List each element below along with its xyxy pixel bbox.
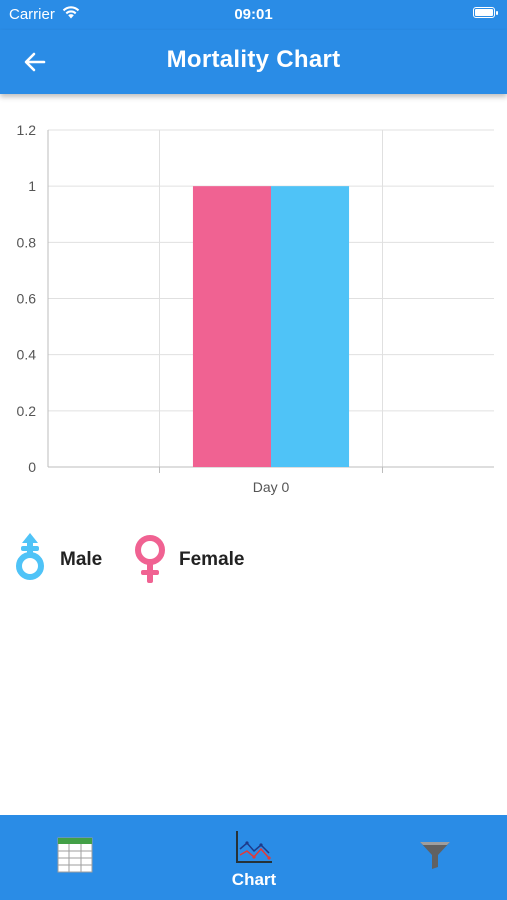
clock: 09:01 xyxy=(234,6,273,23)
battery-icon xyxy=(473,7,498,18)
y-tick-label: 1 xyxy=(28,178,36,194)
y-tick-label: 0.8 xyxy=(17,234,37,250)
table-icon xyxy=(57,837,93,873)
legend-item-female: Female xyxy=(132,532,272,588)
app-bar: Mortality Chart xyxy=(0,30,507,94)
mortality-bar-chart: 0 0.2 0.4 0.6 0.8 1 1.2 Day 0 xyxy=(17,122,494,495)
carrier-label: Carrier xyxy=(9,6,55,23)
wifi-icon xyxy=(62,6,80,19)
page-title: Mortality Chart xyxy=(166,46,341,73)
nav-tab-chart-label: Chart xyxy=(231,870,277,889)
legend-label-female: Female xyxy=(179,549,245,570)
y-tick-label: 0.4 xyxy=(17,347,37,363)
legend-item-male: Male xyxy=(12,532,122,588)
filter-icon xyxy=(420,842,450,869)
status-bar: Carrier 09:01 xyxy=(0,0,507,30)
nav-tab-table[interactable] xyxy=(20,815,130,900)
nav-tab-filter[interactable] xyxy=(380,815,490,900)
male-symbol-icon xyxy=(16,533,44,580)
bar-male-0 xyxy=(271,186,350,467)
bottom-nav: Chart xyxy=(0,815,507,900)
x-tick-label: Day 0 xyxy=(253,479,290,495)
y-tick-label: 0 xyxy=(28,459,36,475)
bar-female-0 xyxy=(192,186,271,467)
y-tick-label: 0.2 xyxy=(17,403,37,419)
y-tick-label: 0.6 xyxy=(17,291,37,307)
line-chart-icon xyxy=(236,831,272,863)
female-symbol-icon xyxy=(135,535,165,583)
legend-label-male: Male xyxy=(60,549,103,570)
y-tick-label: 1.2 xyxy=(17,122,37,138)
back-arrow-icon[interactable] xyxy=(18,45,52,79)
nav-tab-chart[interactable]: Chart xyxy=(199,815,309,900)
